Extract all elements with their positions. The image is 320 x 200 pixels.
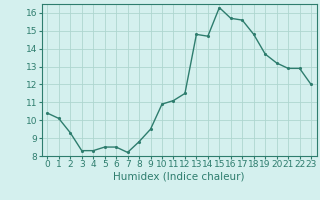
X-axis label: Humidex (Indice chaleur): Humidex (Indice chaleur) <box>114 172 245 182</box>
